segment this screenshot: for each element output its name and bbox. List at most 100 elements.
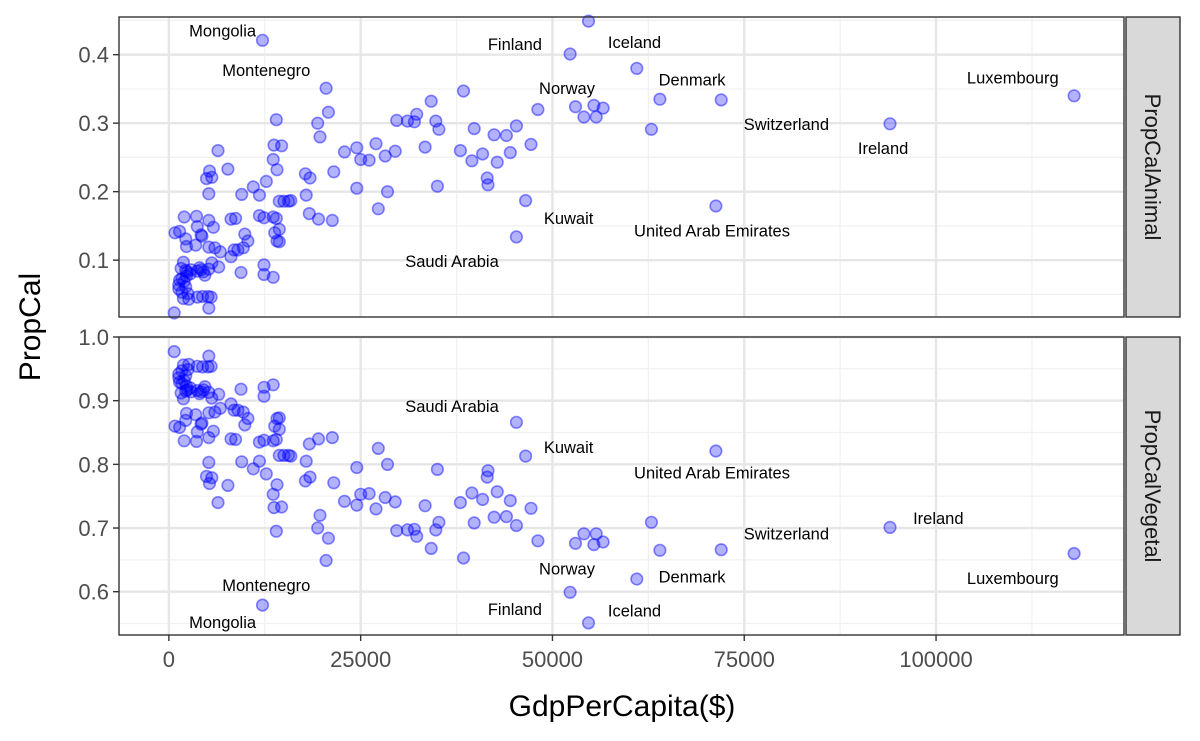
data-point — [177, 374, 191, 388]
data-point — [175, 285, 189, 299]
data-point — [194, 263, 208, 277]
data-point — [303, 171, 317, 185]
data-point — [204, 359, 218, 373]
data-point — [275, 139, 289, 153]
data-point — [577, 110, 591, 124]
data-point — [231, 243, 245, 257]
data-point — [456, 551, 471, 565]
point-label: Kuwait — [544, 210, 594, 228]
point-label: Mongolia — [189, 22, 257, 40]
data-point — [432, 122, 446, 136]
panel-background — [119, 337, 1124, 635]
data-point — [229, 432, 243, 447]
data-point — [630, 61, 644, 76]
data-point — [369, 502, 383, 516]
data-point — [281, 448, 296, 463]
data-point — [196, 360, 210, 374]
data-point — [325, 431, 339, 445]
panel-background — [119, 17, 1124, 317]
data-point — [407, 522, 422, 536]
data-point — [380, 185, 395, 199]
data-point — [175, 364, 189, 378]
facet-strip — [1125, 336, 1181, 636]
x-axis-title: GdpPerCapita($) — [509, 690, 736, 723]
data-point — [184, 385, 198, 399]
data-point — [327, 476, 341, 490]
data-point — [177, 434, 191, 448]
data-point — [205, 391, 219, 405]
data-point — [362, 487, 376, 501]
data-point — [196, 289, 210, 304]
data-point — [390, 523, 404, 538]
data-point — [175, 376, 189, 391]
data-point — [266, 270, 280, 284]
data-point — [453, 496, 468, 510]
data-point — [179, 406, 194, 421]
data-point — [596, 535, 610, 549]
data-point — [456, 84, 471, 98]
data-point — [596, 101, 610, 115]
data-point — [524, 137, 538, 151]
data-point — [266, 378, 280, 392]
data-point — [172, 282, 186, 296]
y-tick-label: 0.2 — [78, 180, 109, 205]
x-axis: 0 25000 50000 75000 100000 — [163, 635, 973, 672]
data-point — [581, 616, 596, 630]
data-point — [589, 527, 603, 541]
facet-strip — [1125, 16, 1181, 318]
data-point — [390, 113, 404, 127]
data-point — [299, 454, 313, 468]
data-point — [407, 115, 422, 129]
data-point — [270, 234, 284, 248]
data-point — [270, 411, 284, 426]
data-point — [208, 241, 222, 255]
data-point — [202, 240, 216, 254]
data-point — [429, 114, 443, 128]
data-point — [400, 523, 415, 537]
data-point — [180, 265, 194, 279]
data-point — [172, 367, 186, 381]
data-point — [337, 494, 352, 508]
data-point — [190, 220, 204, 234]
data-point — [227, 403, 241, 417]
data-point — [714, 93, 728, 107]
data-point — [201, 360, 215, 374]
data-point — [167, 345, 181, 359]
data-point — [272, 194, 286, 208]
data-point — [410, 529, 424, 543]
data-point — [581, 14, 596, 28]
data-point — [173, 273, 187, 287]
data-point — [259, 174, 273, 188]
data-point — [235, 187, 249, 201]
data-point — [213, 401, 227, 415]
point-label: Denmark — [659, 72, 727, 90]
data-point — [509, 518, 524, 533]
data-point — [194, 228, 208, 242]
data-point — [568, 100, 583, 114]
data-point — [299, 188, 313, 202]
y-tick-label: 0.3 — [78, 111, 109, 136]
data-point — [246, 462, 260, 476]
x-tick-label: 100000 — [899, 647, 972, 672]
data-point — [212, 387, 226, 401]
data-point — [205, 256, 219, 270]
data-point — [563, 585, 577, 599]
data-point — [224, 250, 238, 264]
point-label: Mongolia — [189, 614, 257, 632]
data-point — [182, 292, 196, 306]
data-point — [176, 358, 190, 372]
data-point — [369, 137, 383, 151]
point-label: Luxembourg — [967, 570, 1059, 588]
data-point — [499, 509, 514, 524]
y-tick-label: 0.7 — [78, 516, 109, 541]
data-point — [221, 162, 235, 176]
point-label: Ireland — [913, 510, 963, 528]
data-point — [238, 227, 252, 241]
point-label: Kuwait — [544, 439, 594, 457]
data-point — [268, 226, 282, 240]
data-point — [418, 499, 432, 513]
data-point — [257, 267, 271, 282]
data-point — [179, 239, 194, 254]
data-point — [177, 274, 191, 289]
